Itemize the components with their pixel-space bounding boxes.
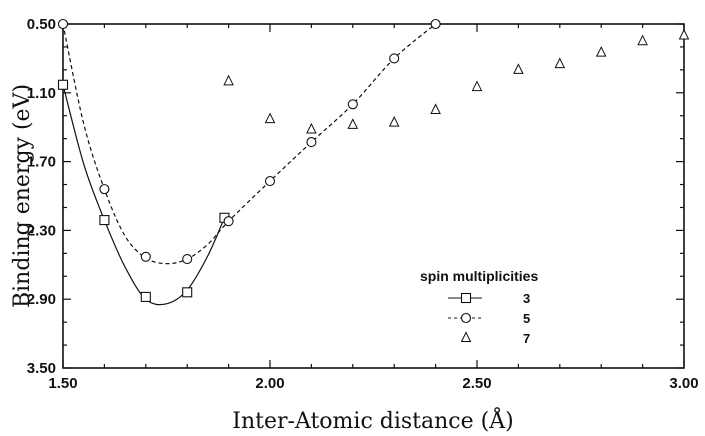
series-7-point — [306, 122, 317, 134]
series-3-point — [99, 215, 110, 226]
legend: spin multiplicities 3 5 7 — [420, 268, 538, 346]
series-5-point — [57, 18, 69, 30]
y-tick-label: 1.10 — [27, 85, 56, 102]
series-5-point — [182, 254, 193, 265]
series-5-point — [430, 18, 441, 30]
y-tick-label: 3.50 — [27, 360, 56, 377]
series-3-line — [62, 84, 226, 306]
y-tick-label: 1.70 — [27, 154, 56, 171]
series-3-point — [140, 291, 151, 302]
series-7-point — [637, 34, 648, 46]
series-3-point — [57, 79, 69, 90]
legend-title: spin multiplicities — [420, 268, 538, 284]
series-7-point — [223, 74, 234, 86]
x-tick-label: 1.50 — [48, 375, 77, 392]
series-5-point — [306, 137, 317, 148]
plot-frame — [62, 23, 685, 369]
legend-label-5: 5 — [523, 311, 530, 326]
x-tick-label: 2.00 — [255, 375, 284, 392]
series-7-point — [471, 80, 483, 92]
x-axis-title: Inter-Atomic distance (Å) — [232, 406, 513, 434]
series-7-point — [388, 115, 400, 127]
legend-label-7: 7 — [523, 331, 530, 346]
series-5-point — [140, 251, 151, 262]
series-7-point — [513, 63, 524, 74]
series-5-line — [62, 23, 436, 265]
series-5-point — [347, 99, 358, 110]
series-7-point — [554, 57, 566, 69]
y-tick-label: 2.90 — [27, 291, 56, 308]
y-tick-label: 2.30 — [27, 222, 56, 239]
legend-marker-3 — [460, 292, 472, 304]
series-5-point — [264, 176, 276, 187]
series-5-point — [223, 216, 234, 227]
x-tick-label: 3.00 — [669, 375, 698, 392]
series-7-point — [264, 112, 276, 124]
legend-marker-5 — [460, 312, 472, 324]
series-5-point — [389, 53, 400, 64]
series-7-point — [595, 46, 607, 57]
legend-label-3: 3 — [523, 291, 530, 306]
legend-marker-7 — [460, 331, 472, 342]
y-axis-title: Binding energy (eV) — [10, 84, 35, 308]
series-3-point — [182, 287, 193, 298]
y-tick-label: 0.50 — [27, 16, 56, 33]
series-5-point — [99, 184, 110, 195]
series-7-point — [678, 28, 690, 40]
series-7-point — [430, 103, 441, 114]
x-tick-label: 2.50 — [462, 375, 491, 392]
series-7-point — [347, 118, 359, 129]
